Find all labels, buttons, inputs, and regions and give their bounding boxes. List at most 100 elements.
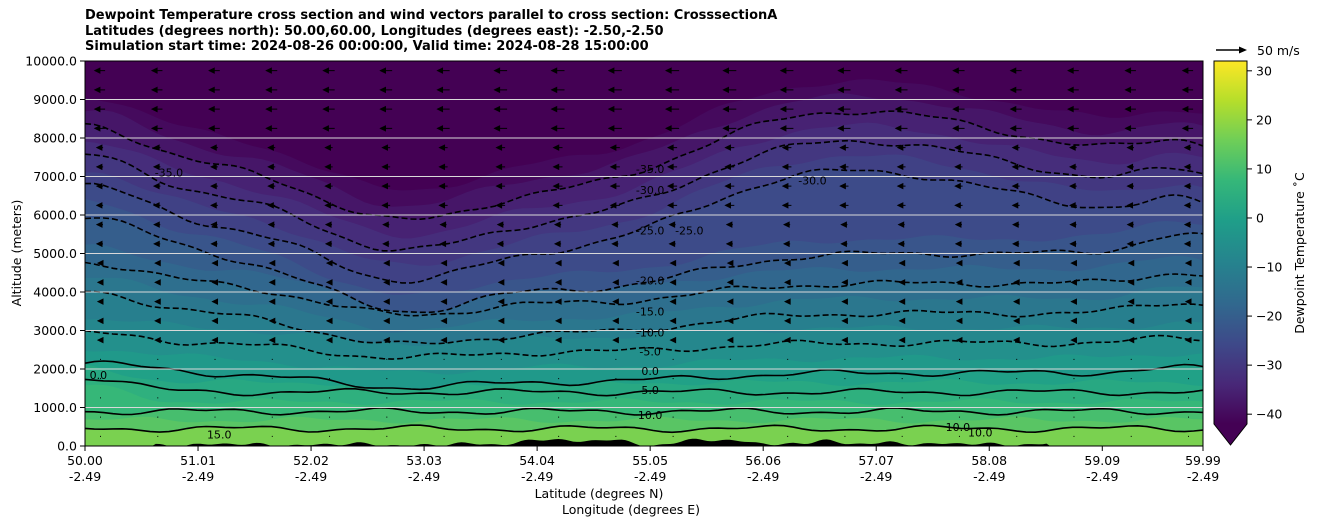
contour-label: -15.0 [636,305,664,318]
y-axis: 0.0 1000.0 2000.0 3000.0 4000.0 5000.0 6000.0 7… [25,54,85,454]
contour-line [85,378,1203,397]
wind-vector [667,182,678,190]
wind-vector [955,298,963,305]
wind-vector [495,163,506,171]
wind-vector [383,298,390,305]
title-line-2: Latitudes (degrees north): 50.00,60.00, … [85,23,664,39]
x-tick-label-lat: 59.09 [1084,453,1120,468]
wind-vector [552,202,563,209]
wind-vector [1011,144,1020,151]
y-axis-label: Altitude (meters) [9,200,24,307]
wind-vector [552,182,563,190]
wind-vector [495,144,506,151]
contour-label: -10.0 [636,326,664,339]
wind-vector [381,202,391,209]
x-tick-label-lat: 55.05 [632,453,668,468]
wind-vector [1183,144,1192,151]
wind-vector [211,317,219,325]
wind-vector [609,163,620,171]
wind-vector [493,125,508,132]
wind-vector [894,86,908,94]
x-tick-label-lon: -2.49 [860,469,892,484]
wind-vector [612,317,619,325]
colorbar-tick-label: −30 [1256,358,1282,373]
wind-vector [96,336,104,344]
wind-vector [383,317,390,325]
contour-line [85,110,1203,221]
wind-vector [322,67,335,74]
wind-vector [1013,336,1020,344]
wind-vector [95,221,103,228]
wind-vector [552,144,563,151]
y-tick-label: 9000.0 [33,92,77,107]
wind-vector [898,279,906,286]
wind-vector [607,67,622,74]
wind-vector [896,144,906,151]
wind-vector [896,163,906,171]
wind-vector [955,279,963,286]
wind-vector [324,240,333,248]
contour-label: -30.0 [798,174,826,187]
x-tick-label-lon: -2.49 [69,469,101,484]
plot-area: -35.0 -30.0 -25.0 -25.0 -20.0 -15.0 -10.0 -5.0 0… [85,61,1203,446]
wind-vector [493,105,508,113]
wind-vector [383,279,390,286]
wind-vector [896,202,906,209]
wind-vector [210,202,218,209]
wind-vector [150,67,163,74]
wind-vector [379,67,393,74]
wind-vector [609,182,620,190]
wind-vector [611,240,619,248]
wind-vector [667,144,678,151]
colorbar-tick-label: 20 [1256,112,1272,127]
wind-vector [154,317,161,325]
wind-vector [726,259,734,267]
wind-vector [1126,221,1134,228]
wind-vector [93,67,106,74]
wind-vector [1013,317,1020,325]
wind-vector [438,163,448,171]
wind-vector [837,105,851,113]
wind-vector [210,182,218,190]
x-tick-label-lon: -2.49 [634,469,666,484]
x-tick-label-lon: -2.49 [1187,469,1219,484]
wind-vector [1009,86,1022,94]
wind-vector [954,163,963,171]
x-tick-label-lon: -2.49 [521,469,553,484]
wind-vector [381,163,391,171]
wind-vector [1183,240,1191,248]
wind-vector [841,317,848,325]
quiver-key-label: 50 m/s [1257,43,1300,58]
x-tick-label-lat: 57.07 [858,453,894,468]
x-tick-label-lat: 58.08 [971,453,1007,468]
wind-vector [841,279,848,286]
wind-vector [1181,67,1194,74]
wind-vector [325,298,333,305]
wind-vector [784,259,791,267]
wind-vector [150,86,163,94]
wind-vector [724,202,735,209]
wind-vector [152,182,161,190]
wind-vector [496,240,504,248]
wind-vector [1011,202,1020,209]
wind-vector [781,144,792,151]
wind-vector [96,259,104,267]
wind-vector [268,298,276,305]
wind-vector [1183,182,1192,190]
wind-vector [493,67,508,74]
wind-vector [840,240,848,248]
colorbar-tick-label: 10 [1256,161,1272,176]
wind-vector [724,163,735,171]
wind-vector [93,125,106,132]
contour-label: 0.0 [641,365,659,378]
wind-vector [1126,182,1134,190]
contour-label: -20.0 [636,274,664,287]
wind-vector [726,279,734,286]
wind-vector [1012,221,1020,228]
wind-vector [96,279,104,286]
wind-vector [669,336,677,344]
wind-vector [497,279,505,286]
wind-vector [1181,86,1194,94]
wind-vector [1069,163,1077,171]
wind-vector [211,279,219,286]
